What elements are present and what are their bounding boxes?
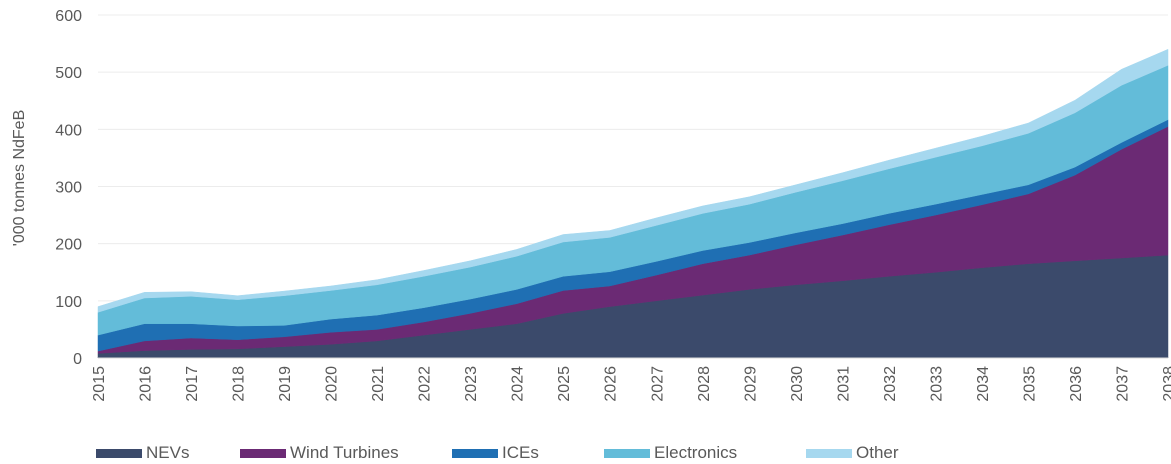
y-tick-label: 300: [55, 180, 82, 197]
x-tick-label: 2029: [742, 366, 759, 402]
x-tick-label: 2024: [510, 366, 527, 402]
x-tick-label: 2021: [370, 366, 387, 402]
legend-label: Other: [856, 443, 899, 462]
stacked-area-chart: 0 100 200 300 400 500 600 2015 2016 2017 2018 2019…: [11, 8, 1171, 402]
legend-item-electronics: Electronics: [604, 443, 806, 463]
legend-item-wind-turbines: Wind Turbines: [240, 443, 452, 463]
x-tick-label: 2023: [463, 366, 480, 402]
x-tick-label: 2015: [91, 366, 108, 402]
legend-swatch: [96, 448, 142, 458]
legend-swatch: [604, 448, 650, 458]
x-axis: 2015 2016 2017 2018 2019 2020 2021 2022 2023 2024…: [91, 357, 1171, 402]
legend-label: NEVs: [146, 443, 190, 462]
legend-item-ices: ICEs: [452, 443, 604, 463]
y-axis-title: '000 tonnes NdFeB: [11, 110, 28, 246]
x-tick-label: 2028: [696, 366, 713, 402]
y-tick-label: 600: [55, 8, 82, 25]
x-tick-label: 2027: [649, 366, 666, 402]
x-tick-label: 2031: [835, 366, 852, 402]
legend-label: ICEs: [502, 443, 539, 462]
x-tick-label: 2016: [138, 366, 155, 402]
legend-item-other: Other: [806, 443, 906, 463]
legend-swatch: [452, 448, 498, 458]
x-tick-label: 2018: [231, 366, 248, 402]
area-series-other: [97, 48, 1169, 313]
legend-swatch: [240, 448, 286, 458]
y-tick-label: 100: [55, 294, 82, 311]
legend: NEVs Wind Turbines ICEs Electronics Other: [96, 443, 906, 463]
x-tick-label: 2025: [556, 366, 573, 402]
legend-swatch: [806, 448, 852, 458]
x-tick-label: 2034: [975, 366, 992, 402]
x-tick-label: 2026: [603, 366, 620, 402]
x-tick-label: 2035: [1021, 366, 1038, 402]
y-tick-label: 500: [55, 65, 82, 82]
x-tick-label: 2030: [789, 366, 806, 402]
legend-label: Wind Turbines: [290, 443, 399, 462]
x-tick-label: 2017: [184, 366, 201, 402]
y-tick-label: 200: [55, 237, 82, 254]
x-tick-label: 2033: [928, 366, 945, 402]
y-tick-label: 400: [55, 122, 82, 139]
area-series-group: [97, 48, 1169, 359]
x-tick-label: 2037: [1115, 366, 1132, 402]
x-tick-label: 2038: [1161, 366, 1171, 402]
x-tick-label: 2032: [882, 366, 899, 402]
x-tick-label: 2022: [417, 366, 434, 402]
x-tick-label: 2020: [324, 366, 341, 402]
y-axis: 0 100 200 300 400 500 600: [55, 8, 82, 368]
legend-item-nevs: NEVs: [96, 443, 240, 463]
x-tick-label: 2019: [277, 366, 294, 402]
x-tick-label: 2036: [1068, 366, 1085, 402]
legend-label: Electronics: [654, 443, 738, 462]
y-tick-label: 0: [73, 351, 82, 368]
